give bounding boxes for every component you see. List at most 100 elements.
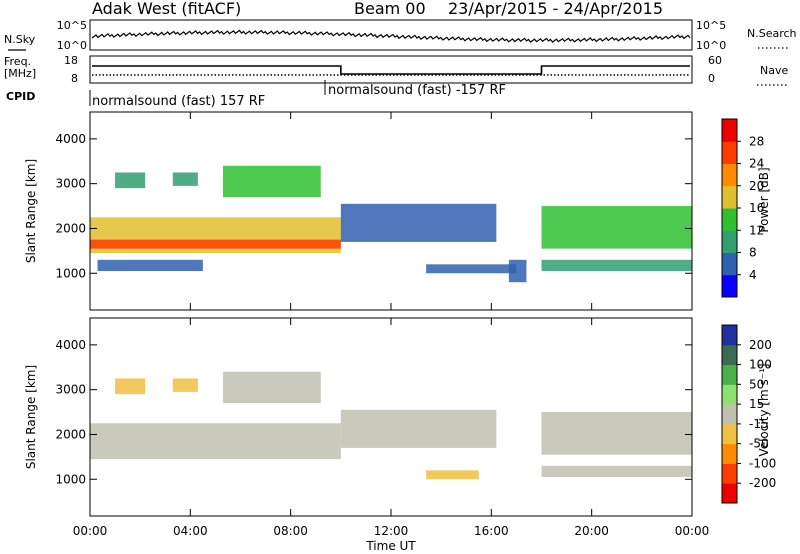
velocity-y-axis-label: Slant Range [km] bbox=[24, 365, 38, 469]
echo-region bbox=[172, 172, 198, 186]
station-title: Adak West (fitACF) bbox=[92, 0, 241, 18]
echo-region bbox=[90, 423, 341, 460]
colorbar-cell bbox=[722, 443, 737, 464]
velocity-colorbar-label: Velocity [m s⁻¹] bbox=[757, 363, 771, 456]
y-tick-label: 3000 bbox=[55, 383, 86, 397]
beam-label: Beam 00 bbox=[354, 0, 426, 18]
time-x-axis: 00:00 04:00 08:00 12:00 16:00 20:00 00:00 bbox=[73, 524, 710, 538]
power-colorbar-label: Power [dB] bbox=[757, 167, 771, 232]
colorbar-tick-label: 12 bbox=[749, 223, 764, 237]
colorbar-cell bbox=[722, 344, 737, 366]
y-tick-label: 2000 bbox=[55, 427, 86, 441]
colorbar-cell bbox=[722, 364, 737, 385]
x-tick-label: 20:00 bbox=[574, 524, 609, 538]
colorbar-frame bbox=[721, 324, 738, 504]
echo-region bbox=[541, 206, 692, 249]
velocity-colorbar: 200 100 50 15 -15 -50 -100 -200 bbox=[721, 324, 776, 504]
echo-region bbox=[541, 259, 692, 272]
nave-label: Nave bbox=[760, 64, 788, 77]
colorbar-tick-label: 16 bbox=[749, 201, 764, 215]
colorbar-cell bbox=[722, 119, 737, 142]
echo-region bbox=[426, 470, 479, 480]
velocity-y-ticks: 1000 2000 3000 4000 bbox=[55, 318, 693, 516]
y-tick-label: 1000 bbox=[55, 472, 86, 486]
colorbar-cell bbox=[722, 252, 737, 276]
echo-region bbox=[340, 203, 497, 242]
cpid-label: CPID bbox=[6, 90, 35, 103]
nsky-tick-bottom: 10^0 bbox=[57, 39, 87, 52]
x-axis-title: Time UT bbox=[365, 539, 416, 553]
colorbar-tick-label: 100 bbox=[749, 358, 772, 372]
colorbar-tick-label: -200 bbox=[749, 476, 776, 490]
freq-tick-bottom: 8 bbox=[71, 72, 78, 85]
colorbar-cell bbox=[722, 404, 737, 425]
nsearch-tick-top: 10^5 bbox=[696, 19, 726, 32]
echo-region bbox=[115, 172, 146, 189]
x-tick-label: 00:00 bbox=[675, 524, 710, 538]
echo-region bbox=[90, 239, 341, 249]
y-tick-label: 3000 bbox=[55, 177, 86, 191]
echo-region bbox=[172, 378, 198, 392]
colorbar-cell bbox=[722, 325, 737, 346]
nave-tick-top: 60 bbox=[708, 54, 722, 67]
power-colorbar: 28 24 20 16 12 8 4 bbox=[721, 118, 764, 298]
colorbar-tick-label: -50 bbox=[749, 437, 769, 451]
power-echoes bbox=[90, 165, 692, 283]
cpid-segment-2: normalsound (fast) -157 RF bbox=[328, 83, 506, 98]
cpid-segment-1: normalsound (fast) 157 RF bbox=[92, 94, 265, 109]
nsky-panel: N.Sky 10^5 10^0 10^5 10^0 N.Search bbox=[4, 19, 797, 52]
x-tick-label: 00:00 bbox=[73, 524, 108, 538]
x-tick-label: 08:00 bbox=[273, 524, 308, 538]
y-tick-label: 2000 bbox=[55, 221, 86, 235]
colorbar-tick-label: -15 bbox=[749, 417, 769, 431]
echo-region bbox=[541, 412, 692, 455]
y-tick-label: 1000 bbox=[55, 266, 86, 280]
colorbar-cell bbox=[722, 274, 737, 298]
colorbar-cell bbox=[722, 230, 737, 253]
colorbar-tick-label: 15 bbox=[749, 397, 764, 411]
echo-region bbox=[222, 165, 321, 198]
colorbar-tick-label: 200 bbox=[749, 338, 772, 352]
x-tick-label: 12:00 bbox=[374, 524, 409, 538]
nsky-trace bbox=[91, 29, 691, 43]
colorbar-tick-label: 4 bbox=[749, 268, 757, 282]
colorbar-tick-label: 50 bbox=[749, 377, 764, 391]
colorbar-cell bbox=[722, 463, 737, 484]
colorbar-tick-label: 24 bbox=[749, 157, 764, 171]
colorbar-cell bbox=[722, 185, 737, 209]
nave-tick-bottom: 0 bbox=[708, 72, 715, 85]
y-tick-label: 4000 bbox=[55, 338, 86, 352]
power-panel: 1000 2000 3000 4000 Slant Range [km] 28 24 20… bbox=[24, 111, 771, 311]
freq-panel: Freq. [MHz] 18 8 60 0 Nave bbox=[4, 54, 788, 86]
echo-region bbox=[97, 259, 203, 272]
colorbar-cell bbox=[722, 384, 737, 405]
colorbar-tick-label: 28 bbox=[749, 134, 764, 148]
colorbar-cell bbox=[722, 208, 737, 231]
echo-region bbox=[115, 378, 146, 395]
x-tick-label: 16:00 bbox=[474, 524, 509, 538]
nsearch-tick-bottom: 10^0 bbox=[696, 39, 726, 52]
freq-trace bbox=[92, 65, 690, 75]
colorbar-cell bbox=[722, 483, 737, 504]
velocity-panel: 1000 2000 3000 4000 Slant Range [km] 200 100… bbox=[24, 317, 776, 517]
nsky-label: N.Sky bbox=[4, 33, 36, 46]
freq-label: Freq. bbox=[4, 55, 31, 68]
colorbar-cell bbox=[722, 141, 737, 164]
nsky-tick-top: 10^5 bbox=[57, 19, 87, 32]
freq-unit: [MHz] bbox=[4, 67, 36, 80]
colorbar-cell bbox=[722, 163, 737, 187]
colorbar-tick-label: -100 bbox=[749, 456, 776, 470]
power-y-axis-label: Slant Range [km] bbox=[24, 159, 38, 263]
colorbar-tick-label: 8 bbox=[749, 246, 757, 260]
colorbar-cell bbox=[722, 423, 737, 445]
y-tick-label: 4000 bbox=[55, 132, 86, 146]
echo-region bbox=[541, 465, 692, 478]
echo-region bbox=[426, 264, 517, 274]
freq-tick-top: 18 bbox=[64, 54, 78, 67]
power-y-ticks: 1000 2000 3000 4000 bbox=[55, 112, 693, 310]
date-range: 23/Apr/2015 - 24/Apr/2015 bbox=[448, 0, 663, 18]
echo-region bbox=[508, 259, 527, 283]
nsearch-label: N.Search bbox=[747, 27, 797, 40]
velocity-echoes bbox=[90, 371, 692, 480]
